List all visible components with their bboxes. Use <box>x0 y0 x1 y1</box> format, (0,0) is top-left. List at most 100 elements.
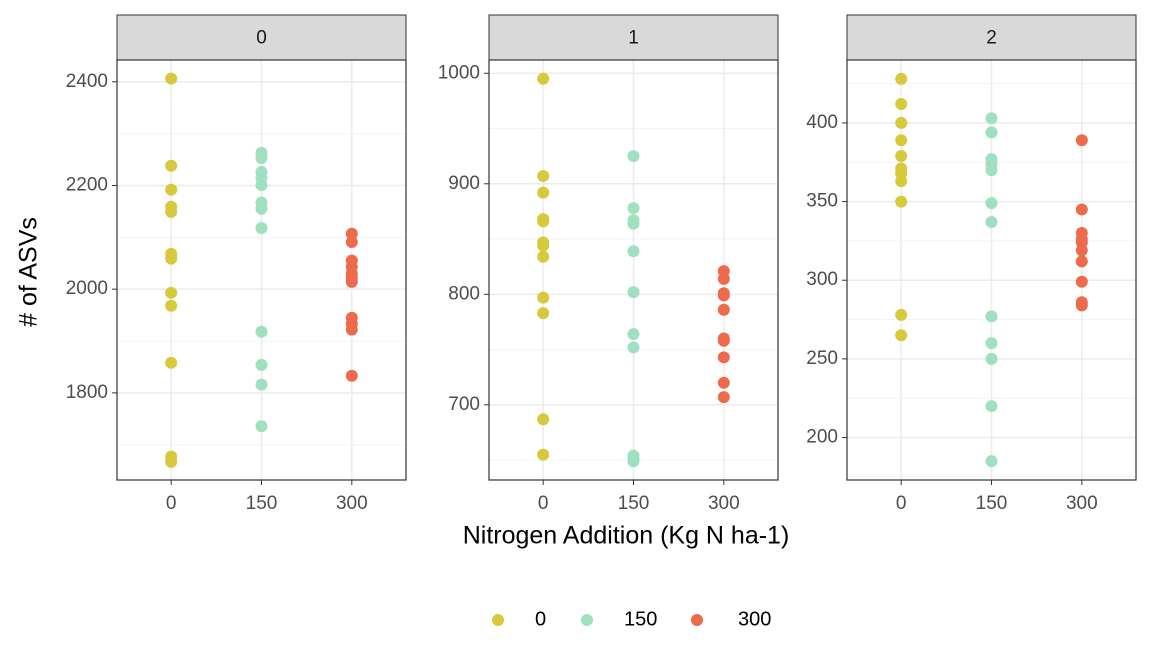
y-tick-label: 250 <box>806 348 838 369</box>
y-tick-label: 400 <box>806 112 838 133</box>
y-tick-label: 2200 <box>66 174 108 195</box>
point <box>255 202 268 215</box>
point <box>985 112 998 125</box>
point <box>717 272 730 285</box>
point <box>345 323 358 336</box>
point <box>165 356 178 369</box>
point <box>627 286 640 299</box>
point <box>537 170 550 183</box>
point <box>985 310 998 323</box>
facet-title: 2 <box>986 28 997 49</box>
y-tick-label: 1800 <box>66 382 108 403</box>
point <box>985 455 998 468</box>
point <box>165 205 178 218</box>
point <box>717 391 730 404</box>
point <box>165 159 178 172</box>
legend-label: 150 <box>624 608 657 630</box>
x-tick-label: 0 <box>538 493 549 514</box>
point <box>537 307 550 320</box>
point <box>165 455 178 468</box>
y-tick-label: 800 <box>448 283 480 304</box>
point <box>895 308 908 321</box>
point <box>345 369 358 382</box>
point <box>537 215 550 228</box>
y-tick-label: 700 <box>448 394 480 415</box>
point <box>627 245 640 258</box>
point <box>255 378 268 391</box>
point <box>1075 244 1088 257</box>
x-tick-label: 300 <box>336 493 368 514</box>
point <box>1075 134 1088 147</box>
x-tick-label: 0 <box>166 493 177 514</box>
x-tick-label: 0 <box>896 493 907 514</box>
point <box>895 175 908 188</box>
point <box>717 376 730 389</box>
x-tick-label: 150 <box>976 493 1008 514</box>
point <box>537 413 550 426</box>
point <box>165 286 178 299</box>
point <box>1075 203 1088 216</box>
y-tick-label: 900 <box>448 173 480 194</box>
point <box>627 341 640 354</box>
y-tick-label: 1000 <box>438 62 480 83</box>
point <box>1075 299 1088 312</box>
facet-title: 1 <box>628 28 639 49</box>
point <box>537 186 550 199</box>
point <box>895 72 908 85</box>
panel-border <box>116 59 407 481</box>
y-tick-label: 300 <box>806 269 838 290</box>
legend-marker <box>492 614 504 626</box>
facet-strip <box>846 14 1137 61</box>
point <box>627 202 640 215</box>
point <box>537 291 550 304</box>
point <box>345 275 358 288</box>
point <box>985 400 998 413</box>
point <box>717 303 730 316</box>
point <box>255 358 268 371</box>
point <box>985 164 998 177</box>
point <box>717 334 730 347</box>
panel-border <box>488 59 779 481</box>
legend-label: 300 <box>738 608 771 630</box>
point <box>627 328 640 341</box>
point <box>985 337 998 350</box>
y-tick-label: 200 <box>806 427 838 448</box>
point <box>255 178 268 191</box>
legend-marker <box>691 614 703 626</box>
point <box>717 289 730 302</box>
facet-title: 0 <box>256 28 267 49</box>
point <box>537 250 550 263</box>
legend-label: 0 <box>535 608 546 630</box>
legend-marker <box>581 614 593 626</box>
x-tick-label: 150 <box>246 493 278 514</box>
point <box>895 98 908 111</box>
point <box>1075 255 1088 268</box>
point <box>165 252 178 265</box>
point <box>255 222 268 234</box>
point <box>895 329 908 342</box>
y-tick-label: 350 <box>806 191 838 212</box>
y-tick-label: 2000 <box>66 278 108 299</box>
point <box>717 351 730 364</box>
point <box>985 126 998 139</box>
x-tick-label: 300 <box>708 493 740 514</box>
point <box>627 150 640 163</box>
point <box>895 149 908 162</box>
point <box>985 197 998 210</box>
point <box>895 134 908 147</box>
point <box>627 455 640 468</box>
point <box>165 299 178 312</box>
point <box>255 152 268 164</box>
point <box>345 236 358 248</box>
point <box>165 72 178 85</box>
x-tick-label: 150 <box>618 493 650 514</box>
point <box>1075 275 1088 288</box>
x-axis-label: Nitrogen Addition (Kg N ha-1) <box>463 522 790 550</box>
point <box>895 195 908 208</box>
point <box>537 72 550 85</box>
point <box>165 183 178 196</box>
point <box>985 352 998 365</box>
point <box>255 420 268 433</box>
point <box>345 227 358 240</box>
